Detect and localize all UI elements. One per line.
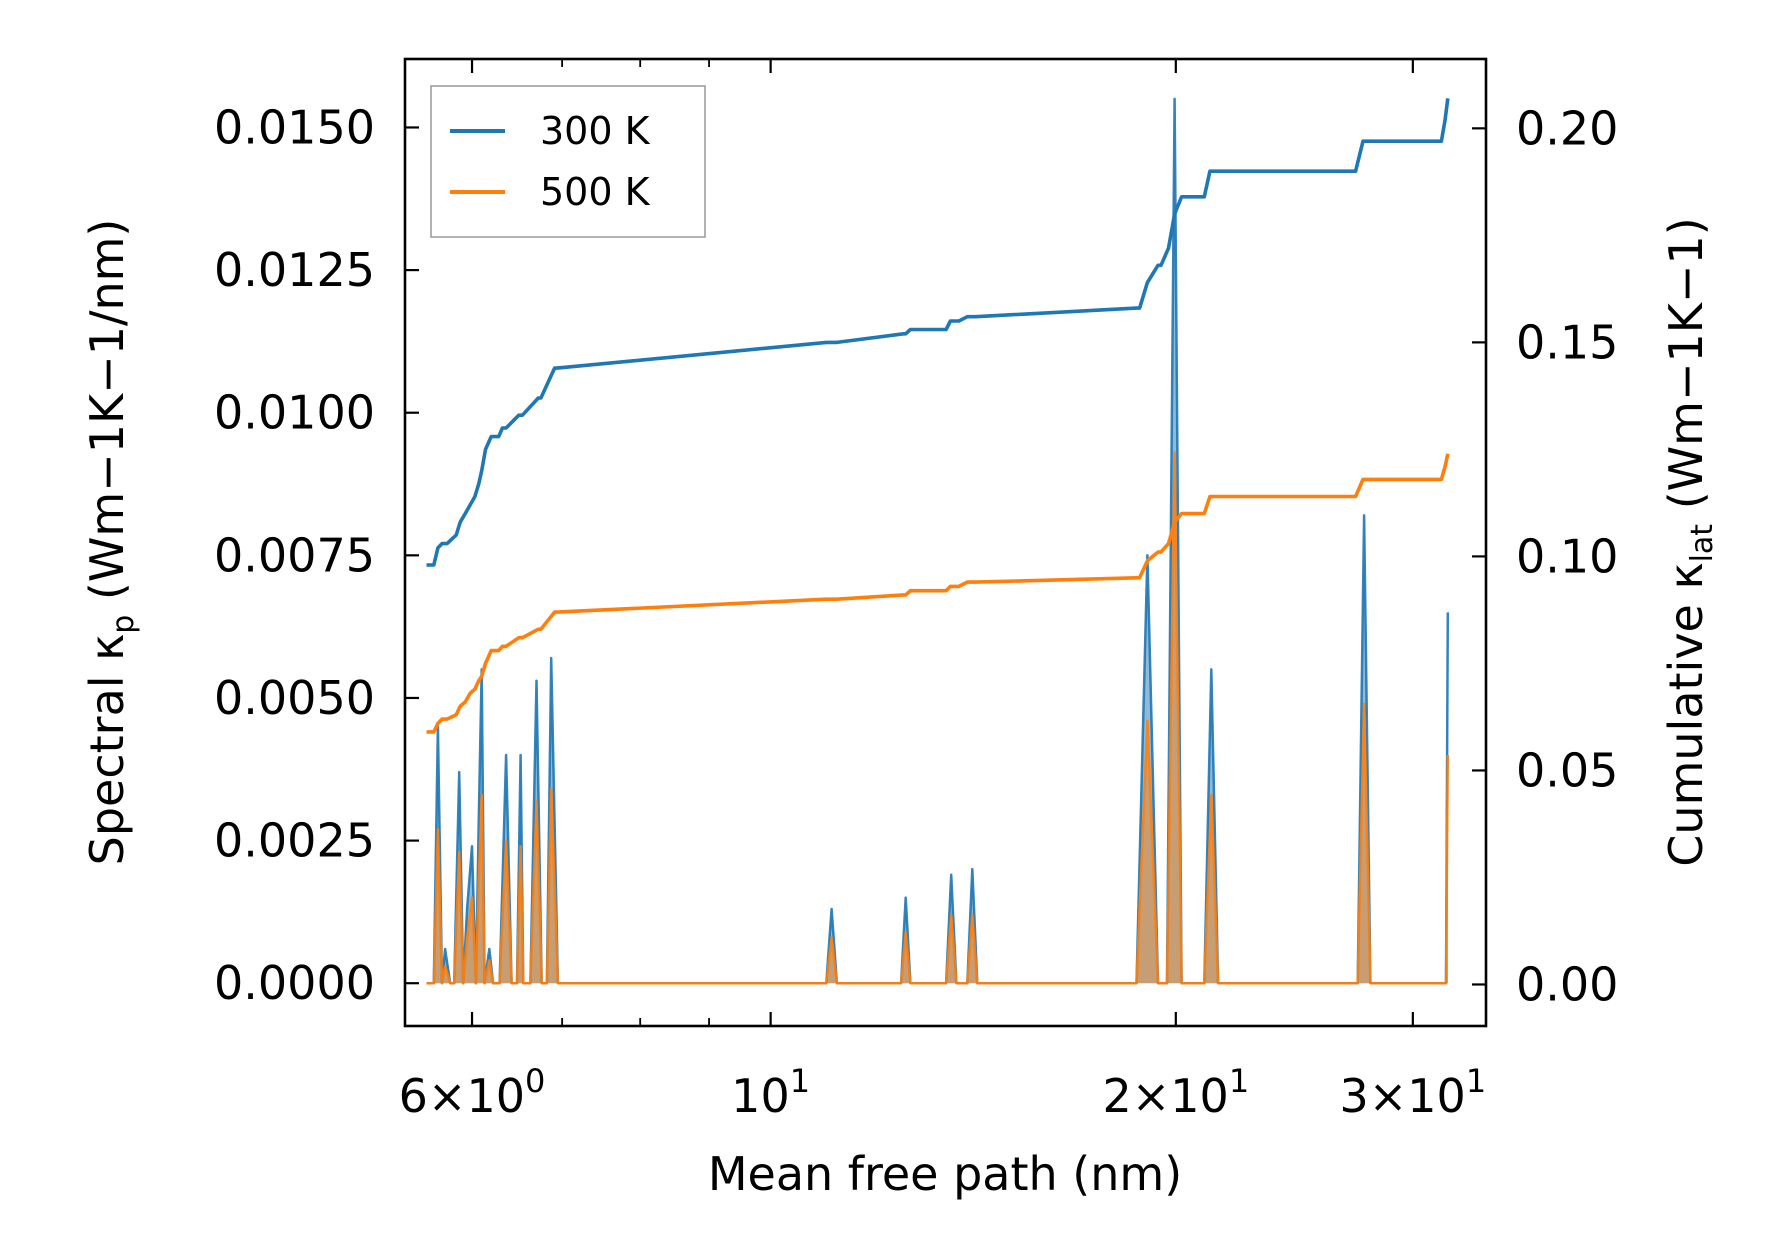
left-y-axis-ticks: 0.0000 0.0025 0.0050 0.0075 0.0100 0.0125 0.01…	[214, 100, 419, 1010]
x-tick-exponent: 0	[525, 1062, 545, 1100]
right-y-tick-label: 0.15	[1516, 315, 1618, 369]
right-y-tick-label: 0.20	[1516, 101, 1618, 155]
left-y-tick-label: 0.0125	[214, 243, 375, 297]
right-y-tick-label: 0.10	[1516, 529, 1618, 583]
spectral-line-500k	[426, 451, 1450, 985]
left-y-tick-label: 0.0025	[214, 814, 375, 868]
legend-label-300k: 300 K	[540, 109, 651, 153]
x-tick-exponent: 1	[1229, 1062, 1249, 1100]
x-tick-base: 10	[1170, 1069, 1229, 1123]
plot-frame	[403, 57, 1488, 1028]
right-y-tick-label: 0.05	[1516, 743, 1618, 797]
x-axis-ticks: 6×100 101 2×101 3×101	[399, 59, 1486, 1123]
x-tick-exponent: 1	[790, 1062, 810, 1100]
cumulative-lines	[426, 98, 1450, 734]
left-y-axis-label: Spectral κp (Wm−1K−1/nm)	[80, 219, 141, 866]
left-y-tick-label: 0.0150	[214, 100, 375, 154]
left-y-tick-label: 0.0050	[214, 671, 375, 725]
legend: 300 K 500 K	[430, 85, 706, 238]
x-tick-label: 6×100	[399, 1062, 546, 1123]
x-tick-base: 10	[466, 1069, 525, 1123]
x-tick-mantissa: 3×	[1339, 1069, 1407, 1123]
left-y-tick-label: 0.0075	[214, 528, 375, 582]
cumulative-line-500k	[426, 453, 1450, 734]
x-tick-label: 3×101	[1339, 1062, 1486, 1123]
legend-box	[430, 85, 706, 238]
right-y-axis-label: Cumulative κlat (Wm−1K−1)	[1659, 217, 1720, 866]
x-tick-base: 10	[731, 1069, 790, 1123]
spectral-lines	[426, 97, 1450, 985]
left-y-tick-label: 0.0100	[214, 386, 375, 440]
cumulative-line-300k	[426, 98, 1450, 567]
right-y-axis-ticks: 0.00 0.05 0.10 0.15 0.20	[1472, 101, 1618, 1011]
x-tick-label: 2×101	[1102, 1062, 1249, 1123]
x-tick-mantissa: 6×	[399, 1069, 467, 1123]
x-tick-exponent: 1	[1466, 1062, 1486, 1100]
right-y-tick-label: 0.00	[1516, 957, 1618, 1011]
legend-label-500k: 500 K	[540, 170, 651, 214]
x-tick-base: 10	[1407, 1069, 1466, 1123]
left-y-tick-label: 0.0000	[214, 956, 375, 1010]
x-tick-label: 101	[731, 1062, 810, 1123]
x-axis-label: Mean free path (nm)	[708, 1147, 1182, 1201]
x-tick-mantissa: 2×	[1102, 1069, 1170, 1123]
